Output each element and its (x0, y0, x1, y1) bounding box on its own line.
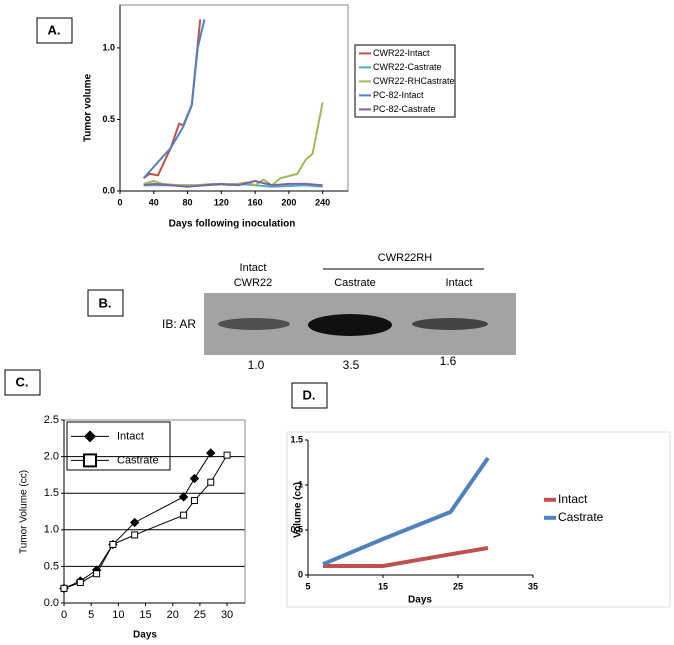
panel-label: B. (99, 295, 112, 310)
x-tick-label: 40 (149, 197, 159, 207)
panel-label: C. (16, 374, 29, 389)
marker (190, 497, 198, 505)
y-tick-label: 1.5 (44, 487, 59, 499)
y-tick-label: 0.5 (44, 560, 59, 572)
x-tick-label: 160 (248, 197, 263, 207)
chart-frame (286, 431, 671, 608)
marker (60, 584, 68, 592)
lane-label: Castrate (334, 277, 376, 289)
row-label: IB: AR (162, 317, 196, 331)
x-tick-label: 15 (378, 581, 388, 591)
x-tick-label: 10 (112, 609, 124, 621)
marker (131, 531, 139, 539)
x-tick-label: 5 (305, 581, 310, 591)
quantification: 3.5 (343, 358, 360, 372)
y-axis-label: Volume (cc) (293, 482, 304, 538)
lane-label: Intact (446, 277, 473, 289)
panel-label-box (291, 382, 328, 409)
x-tick-label: 200 (281, 197, 296, 207)
y-tick-label: 1 (298, 479, 303, 489)
lane-label: CWR22 (234, 277, 273, 289)
x-tick-label: 35 (528, 581, 538, 591)
x-tick-label: 0 (117, 197, 122, 207)
marker (206, 448, 216, 458)
marker (180, 511, 188, 519)
y-tick-label: 1.5 (290, 434, 303, 444)
legend-marker (83, 453, 97, 468)
series-line (63, 454, 228, 589)
y-tick-label: 0 (298, 569, 303, 579)
y-tick-label: 0.5 (290, 524, 303, 534)
marker (178, 492, 189, 502)
marker (109, 540, 117, 548)
lane-label: Intact (240, 262, 267, 274)
legend-label: Intact (558, 492, 588, 506)
series-line (322, 456, 490, 567)
marker (93, 570, 101, 578)
y-tick-label: 2.5 (44, 414, 59, 426)
marker (207, 478, 215, 486)
quantification: 1.6 (440, 354, 457, 368)
panel-label-box (4, 369, 41, 396)
legend-label: Castrate (558, 510, 604, 524)
x-tick-label: 120 (214, 197, 229, 207)
x-tick-label: 5 (88, 609, 94, 621)
plot-frame (119, 4, 349, 192)
y-tick-label: 0.0 (44, 597, 59, 609)
y-tick-label: 1.0 (102, 42, 115, 52)
panel-label-box (36, 17, 73, 44)
y-tick-label: 0.5 (102, 114, 115, 124)
legend-label: CWR22-Intact (373, 48, 430, 58)
legend-frame (66, 421, 171, 471)
marker (76, 579, 84, 587)
y-tick-label: 2.0 (44, 451, 59, 463)
y-axis-label: Tumor Volume (cc) (19, 470, 30, 554)
x-tick-label: 25 (194, 609, 206, 621)
x-tick-label: 20 (167, 609, 179, 621)
band (412, 318, 488, 330)
legend-label: Castrate (117, 454, 159, 466)
series-line (323, 546, 489, 568)
panel-label: A. (48, 22, 61, 37)
x-tick-label: 80 (183, 197, 193, 207)
legend-frame (354, 44, 456, 118)
x-tick-label: 25 (453, 581, 463, 591)
y-tick-label: 1.0 (44, 524, 59, 536)
series-line (143, 179, 323, 188)
panel-label-box (87, 289, 124, 317)
marker (189, 473, 200, 484)
legend-label: PC-82-Intact (373, 90, 424, 100)
band (218, 318, 290, 330)
series-line (143, 102, 324, 187)
legend-label: CWR22-Castrate (373, 62, 442, 72)
quantification: 1.0 (248, 358, 265, 372)
x-axis-label: Days (133, 630, 157, 641)
x-tick-label: 30 (221, 609, 233, 621)
y-axis-label: Tumor volume (83, 73, 94, 142)
plot-frame (63, 419, 246, 604)
panel-label: D. (303, 387, 316, 402)
marker (223, 451, 231, 459)
group-label: CWR22RH (378, 252, 432, 264)
x-axis-label: Days (408, 595, 432, 606)
legend-label: PC-82-Castrate (373, 104, 436, 114)
legend-marker (84, 430, 96, 443)
x-tick-label: 15 (139, 609, 151, 621)
marker (129, 517, 140, 528)
legend-label: Intact (117, 430, 144, 442)
x-tick-label: 0 (61, 609, 67, 621)
legend-label: CWR22-RHCastrate (373, 76, 455, 86)
x-axis-label: Days following inoculation (169, 219, 296, 230)
x-tick-label: 240 (315, 197, 330, 207)
series-line (142, 19, 206, 179)
y-tick-label: 0.0 (102, 185, 115, 195)
band (308, 314, 392, 336)
